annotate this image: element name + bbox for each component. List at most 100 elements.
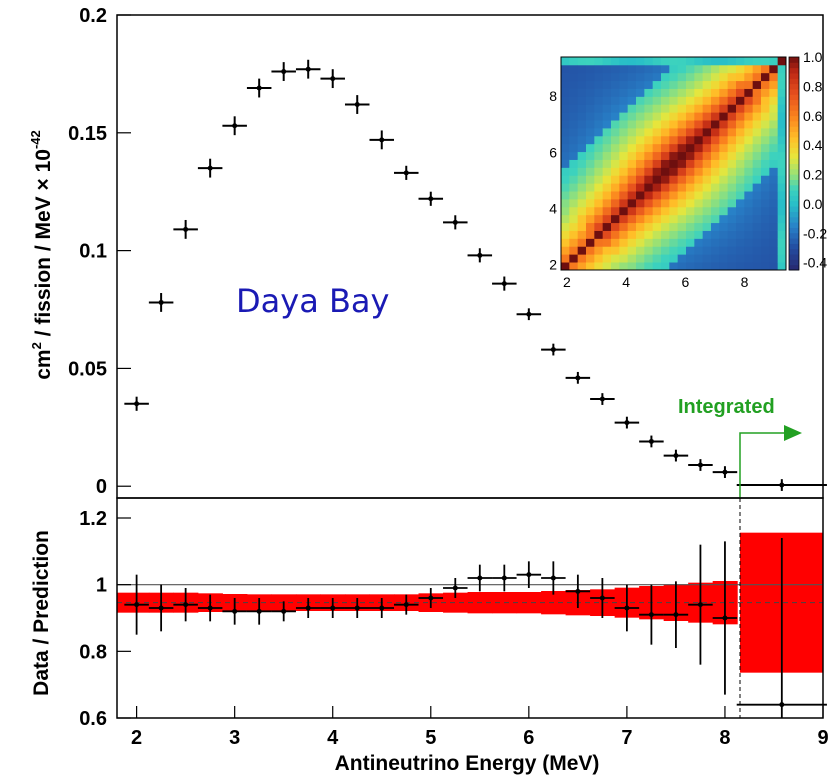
heatmap-cell	[602, 135, 612, 145]
colorbar-tick-label: 0.0	[803, 196, 823, 212]
heatmap-cell	[561, 262, 570, 271]
heatmap-cell	[702, 104, 712, 113]
heatmap-cell	[719, 230, 729, 239]
heatmap-cell	[694, 112, 704, 121]
heatmap-cell	[719, 214, 729, 224]
heatmap-cell	[686, 104, 695, 113]
heatmap-cell	[677, 96, 687, 105]
heatmap-cell	[711, 151, 720, 160]
heatmap-cell	[586, 64, 595, 74]
heatmap-cell	[569, 262, 579, 271]
band-segment	[117, 592, 150, 613]
heatmap-cell	[761, 64, 770, 74]
heatmap-cell	[619, 72, 629, 82]
heatmap-cell	[777, 135, 787, 145]
heatmap-cell	[602, 57, 612, 66]
heatmap-cell	[702, 88, 712, 97]
heatmap-cell	[586, 120, 595, 129]
heatmap-cell	[769, 104, 779, 113]
ratio-point	[394, 594, 419, 615]
heatmap-cell	[736, 104, 745, 113]
ratio-point	[369, 598, 395, 618]
heatmap-cell	[677, 167, 687, 176]
ratio-point	[173, 588, 198, 622]
colorbar-segment	[789, 83, 799, 90]
heatmap-cell	[719, 151, 729, 160]
heatmap-cell	[761, 120, 770, 129]
heatmap-cell	[627, 120, 637, 129]
ratio-point	[516, 561, 542, 588]
heatmap-cell	[711, 159, 720, 168]
heatmap-cell	[669, 230, 679, 239]
spectrum-point	[222, 116, 247, 136]
heatmap-cell	[586, 175, 595, 184]
heatmap-cell	[661, 159, 670, 168]
heatmap-cell	[569, 206, 579, 216]
heatmap-cell	[561, 167, 570, 176]
ratio-point	[295, 598, 321, 618]
heatmap-cell	[761, 57, 770, 66]
colorbar-segment	[789, 184, 799, 191]
heatmap-cell	[744, 230, 754, 239]
heatmap-cell	[761, 88, 770, 97]
heatmap-cell	[702, 57, 712, 66]
heatmap-cell	[702, 159, 712, 168]
heatmap-cell	[761, 80, 770, 89]
heatmap-cell	[677, 222, 687, 231]
heatmap-cell	[636, 206, 645, 216]
heatmap-cell	[611, 246, 620, 255]
integrated-arrow	[739, 425, 802, 498]
heatmap-cell	[602, 88, 612, 97]
heatmap-cell	[619, 135, 629, 145]
spectrum-point	[639, 435, 664, 448]
heatmap-cell	[652, 151, 662, 160]
heatmap-colorbar: 1.0 0.8 0.6 0.4 0.2 0.0 -0.2 -0.4	[788, 49, 827, 271]
heatmap-cell	[702, 175, 712, 184]
spectrum-point	[516, 308, 542, 321]
heatmap-cell	[611, 254, 620, 263]
heatmap-cell	[644, 246, 654, 255]
heatmap-cell	[619, 191, 629, 200]
heatmap-cell	[611, 159, 620, 168]
heatmap-cell	[677, 104, 687, 113]
heatmap-cell	[694, 57, 704, 66]
heatmap-cell	[577, 230, 587, 239]
heatmap-cell	[711, 112, 720, 121]
heatmap-cell	[736, 143, 745, 153]
heatmap-cell	[661, 128, 670, 137]
heatmap-cell	[636, 246, 645, 255]
ratio-point	[492, 564, 517, 592]
heatmap-cell	[594, 262, 604, 271]
heatmap-cell	[636, 104, 645, 113]
heatmap-cell	[586, 199, 595, 208]
heatmap-cell	[561, 175, 570, 184]
heatmap-cell	[644, 88, 654, 97]
heatmap-cell	[627, 159, 637, 168]
heatmap-cell	[761, 104, 770, 113]
heatmap-cell	[694, 191, 704, 200]
heatmap-cell	[777, 246, 787, 255]
heatmap-cell	[577, 72, 587, 82]
ylabel-sup: 2	[29, 342, 44, 349]
heatmap-cell	[769, 88, 779, 97]
heatmap-cell	[702, 151, 712, 160]
heatmap-cell	[561, 96, 570, 105]
heatmap-cell	[577, 167, 587, 176]
heatmap-cell	[736, 128, 745, 137]
heatmap-cell	[644, 191, 654, 200]
heatmap-cell	[777, 96, 787, 105]
ratio-point	[663, 581, 689, 648]
heatmap-cell	[569, 151, 579, 160]
heatmap-cell	[586, 183, 595, 192]
heatmap-cell	[669, 112, 679, 121]
heatmap-cell	[627, 128, 637, 137]
heatmap-cell	[586, 104, 595, 113]
heatmap-cell	[694, 80, 704, 89]
heatmap-cell	[727, 254, 737, 263]
heatmap-cell	[594, 112, 604, 121]
heatmap-cell	[711, 88, 720, 97]
heatmap-cell	[602, 246, 612, 255]
heatmap-cell	[661, 230, 670, 239]
heatmap-cell	[752, 72, 762, 82]
